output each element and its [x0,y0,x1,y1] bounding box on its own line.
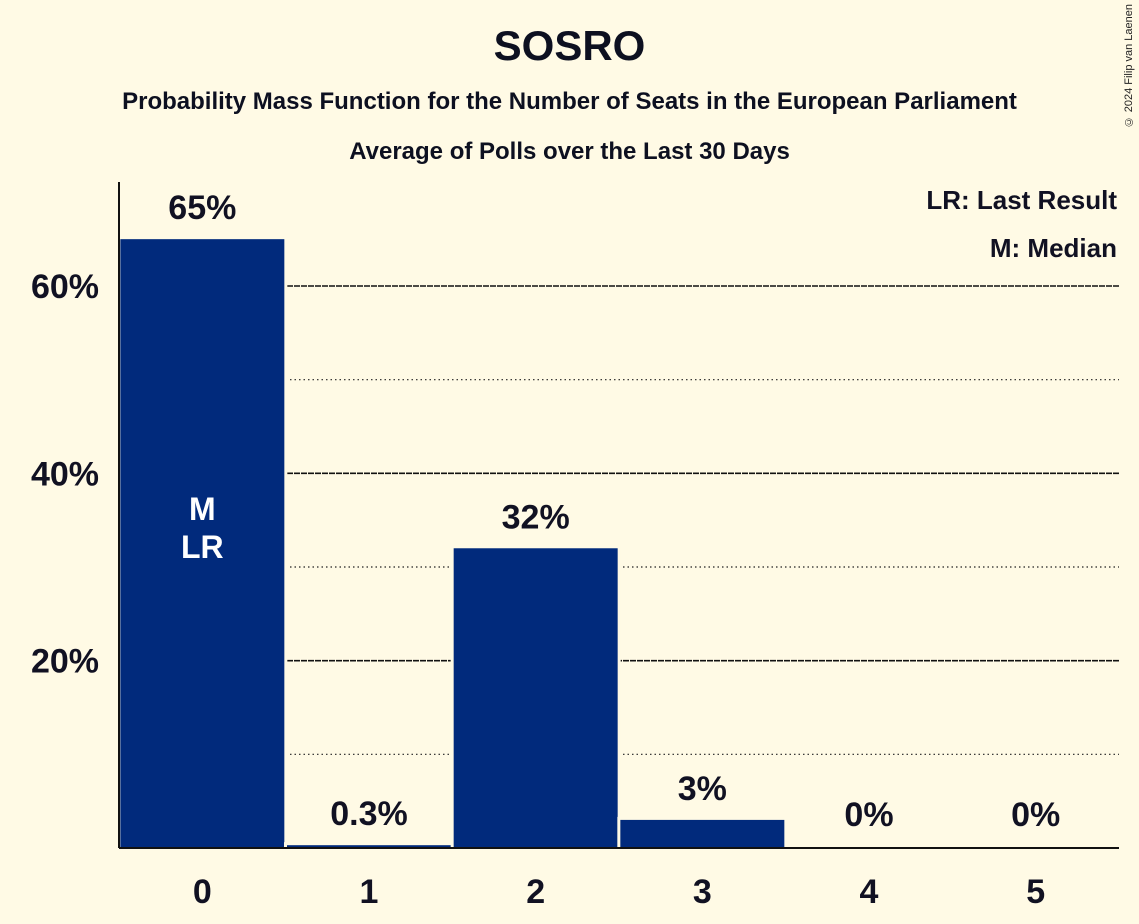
bar-annotation-lr: LR [181,529,224,565]
x-tick-label: 4 [860,873,879,911]
x-tick-label: 3 [693,873,712,911]
y-tick-label: 60% [31,268,99,306]
bar-seats-3 [620,819,785,848]
bar-value-label: 0.3% [330,795,408,833]
chart-subtitle: Probability Mass Function for the Number… [122,88,1017,115]
x-tick-label: 0 [193,873,212,911]
bar-value-label: 3% [678,770,727,808]
bar-annotation-m: M [189,491,216,527]
y-tick-label: 40% [31,455,99,493]
bar-seats-1 [287,845,451,848]
bar-value-label: 32% [502,498,570,536]
x-tick-label: 5 [1026,873,1045,911]
bar-gap [284,842,454,848]
x-tick-label: 1 [360,873,379,911]
chart-title: SOSRO [493,22,646,69]
bar-seats-2 [453,548,618,848]
y-tick-label: 20% [31,643,99,681]
legend-median: M: Median [990,233,1117,263]
bar-value-label: 0% [1011,796,1060,834]
bar-value-label: 65% [168,189,236,227]
x-tick-label: 2 [526,873,545,911]
bar-seats-0 [120,239,285,848]
bar-value-label: 0% [844,796,893,834]
chart-subtitle-secondary: Average of Polls over the Last 30 Days [349,138,790,165]
legend-last-result: LR: Last Result [926,185,1117,215]
